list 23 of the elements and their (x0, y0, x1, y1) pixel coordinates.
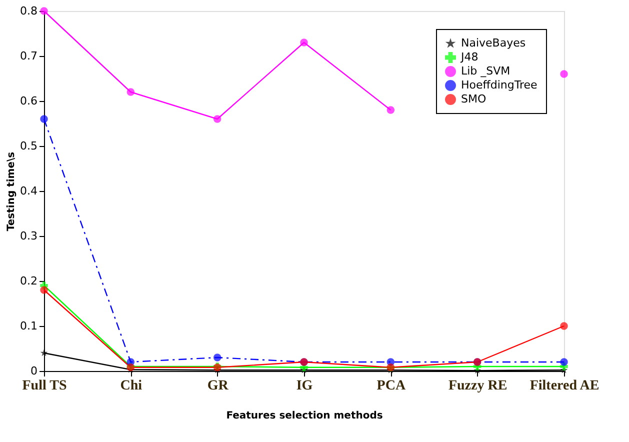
y-tick-label: 0.8 (20, 4, 38, 18)
x-tick-label: PCA (376, 378, 406, 394)
x-tick-label: Filtered AE (530, 378, 600, 394)
legend-label: J48 (460, 50, 478, 64)
x-tick-label: IG (296, 378, 313, 394)
x-tick-label: GR (207, 378, 230, 394)
y-tick-label: 0.2 (20, 274, 38, 288)
y-tick-label: 0.7 (20, 50, 38, 62)
legend-label: SMO (461, 92, 486, 106)
y-axis-title: Testing time\s (6, 152, 18, 232)
y-tick-label: 0.6 (20, 94, 38, 108)
y-tick-label: 0.1 (20, 320, 38, 332)
legend-label: HoeffdingTree (461, 78, 538, 92)
legend-label: NaiveBayes (461, 36, 526, 50)
x-tick-label: Fuzzy RE (448, 378, 508, 394)
legend-label: Lib _SVM (461, 64, 510, 78)
y-tick-label: 0.3 (20, 230, 38, 242)
y-tick-label: 0 (30, 364, 38, 378)
x-tick-label: Full TS (22, 378, 67, 394)
y-tick-label: 0.4 (20, 184, 38, 198)
x-tick-label: Chi (120, 378, 142, 394)
x-axis-title: Features selection methods (226, 410, 383, 422)
y-tick-label: 0.5 (20, 140, 38, 152)
